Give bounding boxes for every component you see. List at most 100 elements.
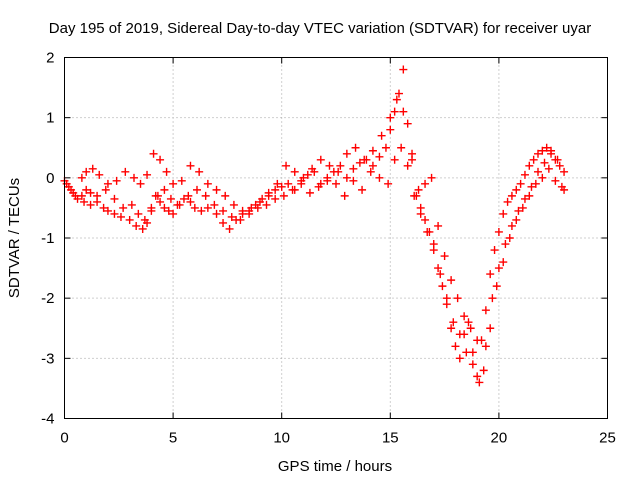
grid-lines xyxy=(64,57,608,419)
data-point xyxy=(464,318,473,327)
data-point xyxy=(514,206,523,215)
data-point xyxy=(421,179,430,188)
data-point xyxy=(305,188,314,197)
data-point xyxy=(486,270,495,279)
data-point xyxy=(273,179,282,188)
data-point xyxy=(82,185,91,194)
data-point xyxy=(488,294,497,303)
data-point xyxy=(473,372,482,381)
data-point xyxy=(210,200,219,209)
data-point xyxy=(447,276,456,285)
data-point xyxy=(507,191,516,200)
data-point xyxy=(455,354,464,363)
data-point xyxy=(80,197,89,206)
data-point xyxy=(525,161,534,170)
x-tick-label: 20 xyxy=(491,430,508,447)
data-point xyxy=(503,197,512,206)
data-point xyxy=(533,149,542,158)
data-point xyxy=(86,188,95,197)
data-point xyxy=(134,209,143,218)
data-point xyxy=(499,258,508,267)
data-point xyxy=(377,131,386,140)
data-point xyxy=(520,170,529,179)
y-tick-label: -4 xyxy=(41,411,54,428)
data-point xyxy=(386,113,395,122)
data-point xyxy=(527,182,536,191)
data-point xyxy=(555,161,564,170)
data-points xyxy=(60,65,569,387)
data-point xyxy=(516,179,525,188)
data-point xyxy=(394,89,403,98)
data-point xyxy=(160,203,169,212)
data-point xyxy=(186,197,195,206)
data-point xyxy=(442,294,451,303)
data-point xyxy=(279,191,288,200)
data-point xyxy=(501,240,510,249)
data-point xyxy=(473,336,482,345)
data-point xyxy=(212,185,221,194)
data-point xyxy=(403,161,412,170)
data-point xyxy=(162,167,171,176)
data-point xyxy=(386,125,395,134)
data-point xyxy=(342,149,351,158)
data-point xyxy=(195,167,204,176)
data-point xyxy=(201,191,210,200)
data-point xyxy=(282,161,291,170)
data-point xyxy=(284,179,293,188)
data-point xyxy=(192,185,201,194)
data-point xyxy=(421,215,430,224)
data-point xyxy=(288,185,297,194)
y-axis-label: SDTVAR / TECUs xyxy=(6,178,23,298)
data-point xyxy=(560,185,569,194)
x-tick-labels: 0 5 10 15 20 25 xyxy=(60,430,616,447)
data-point xyxy=(560,167,569,176)
data-point xyxy=(399,107,408,116)
data-point xyxy=(336,161,345,170)
data-point xyxy=(520,194,529,203)
data-point xyxy=(119,203,128,212)
data-point xyxy=(512,215,521,224)
data-point xyxy=(551,176,560,185)
data-point xyxy=(95,170,104,179)
data-point xyxy=(553,155,562,164)
data-point xyxy=(351,143,360,152)
data-point xyxy=(101,185,110,194)
data-point xyxy=(203,203,212,212)
data-point xyxy=(434,221,443,230)
data-point xyxy=(186,161,195,170)
data-point xyxy=(360,155,369,164)
data-point xyxy=(449,318,458,327)
data-point xyxy=(253,203,262,212)
data-point xyxy=(358,185,367,194)
data-point xyxy=(166,194,175,203)
data-point xyxy=(227,212,236,221)
data-point xyxy=(518,203,527,212)
data-point xyxy=(143,170,152,179)
data-point xyxy=(121,167,130,176)
data-point xyxy=(416,209,425,218)
data-point xyxy=(271,185,280,194)
data-point xyxy=(462,348,471,357)
data-point xyxy=(153,191,162,200)
data-point xyxy=(434,264,443,273)
data-point xyxy=(238,206,247,215)
data-point xyxy=(264,191,273,200)
data-point xyxy=(447,324,456,333)
data-point xyxy=(221,191,230,200)
data-point xyxy=(255,197,264,206)
data-point xyxy=(538,173,547,182)
data-point xyxy=(110,194,119,203)
data-point xyxy=(303,170,312,179)
data-point xyxy=(340,191,349,200)
data-point xyxy=(229,200,238,209)
data-point xyxy=(499,209,508,218)
data-point xyxy=(103,206,112,215)
data-point xyxy=(392,95,401,104)
data-point xyxy=(271,194,280,203)
data-point xyxy=(156,155,165,164)
y-tick-label: -1 xyxy=(41,230,54,247)
data-point xyxy=(308,164,317,173)
data-point xyxy=(414,185,423,194)
data-point xyxy=(481,306,490,315)
data-point xyxy=(540,158,549,167)
